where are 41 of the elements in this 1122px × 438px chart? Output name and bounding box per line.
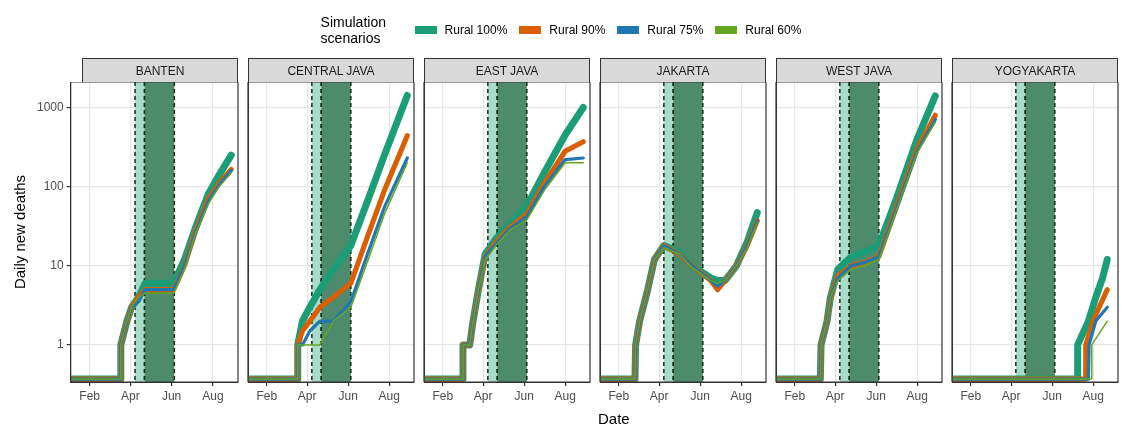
x-tick-label: Apr [1001,388,1021,403]
x-tick-label: Aug [1082,388,1104,403]
chart-title: BANTEN [135,63,185,78]
x-tick-label: Feb [256,388,278,403]
x-tick-label: Feb [960,388,982,403]
x-tick-label: Aug [730,388,752,403]
x-tick-label: Jun [690,388,710,403]
chart-title: EAST JAVA [475,63,539,78]
legend-title: Simulation scenarios [320,14,387,46]
legend-label: Rural 100% [444,23,508,37]
x-tick-label: Jun [338,388,358,403]
x-tick-label: Feb [432,388,454,403]
x-tick-label: Aug [906,388,928,403]
x-tick-label: Jun [161,388,182,403]
x-axis-title: Date [598,410,631,427]
y-axis-title: Daily new deaths [11,174,29,290]
y-tick-label: 10 [50,258,65,273]
x-tick-label: Feb [608,388,630,403]
x-tick-label: Apr [649,388,669,403]
x-tick-label: Apr [473,388,493,403]
y-tick-label: 1000 [36,99,65,114]
legend-label: Rural 75% [647,23,704,37]
chart-title: WEST JAVA [825,63,892,78]
x-tick-label: Feb [79,388,101,403]
x-tick-label: Feb [784,388,806,403]
legend-label: Rural 60% [745,23,802,37]
x-tick-label: Aug [378,388,400,403]
x-tick-label: Jun [514,388,534,403]
x-tick-label: Aug [554,388,576,403]
x-tick-label: Apr [120,388,140,403]
x-tick-label: Apr [825,388,845,403]
y-tick-label: 100 [43,178,65,193]
x-tick-label: Aug [202,388,224,403]
x-tick-label: Apr [297,388,317,403]
chart-title: CENTRAL JAVA [287,63,375,78]
x-tick-label: Jun [1042,388,1062,403]
chart-title: JAKARTA [656,63,710,78]
legend-label: Rural 90% [549,23,606,37]
x-tick-label: Jun [866,388,886,403]
chart-title: YOGYAKARTA [994,63,1076,78]
y-tick-label: 1 [57,337,65,352]
